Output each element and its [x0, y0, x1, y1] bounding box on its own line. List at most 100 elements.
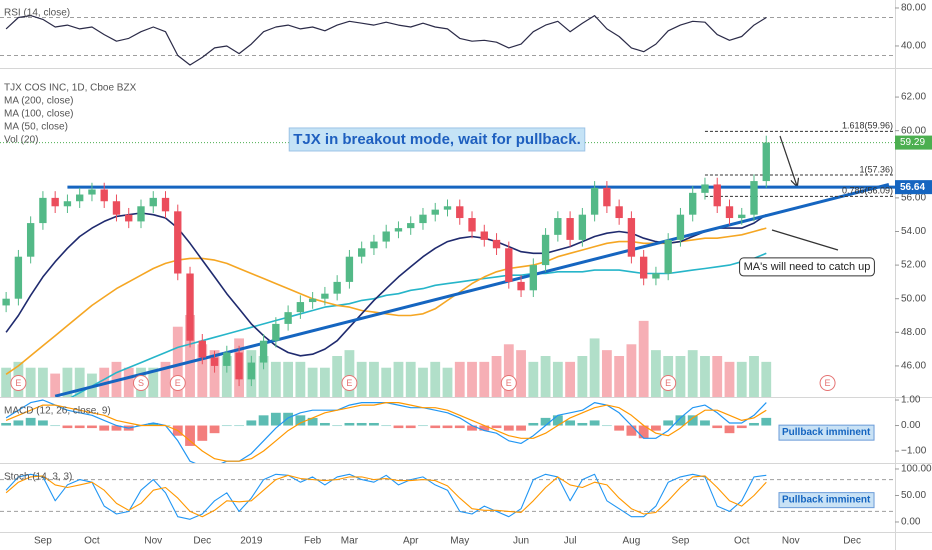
event-label: E	[15, 378, 21, 388]
volume-bar	[270, 361, 281, 397]
y-tick-label: 40.00	[901, 41, 926, 52]
x-tick-label: Oct	[734, 536, 750, 547]
arrow	[779, 135, 797, 186]
y-tick-label: 100.00	[901, 464, 932, 475]
volume-bar	[700, 356, 710, 397]
candle-body	[738, 214, 746, 219]
histogram-bar	[601, 425, 612, 427]
histogram-bar	[552, 415, 563, 426]
candle-body	[149, 197, 157, 207]
histogram-bar	[405, 425, 416, 429]
x-tick-label: Jun	[513, 536, 529, 547]
histogram-bar	[258, 415, 269, 426]
volume-bar	[540, 356, 551, 397]
volume-bar	[565, 361, 576, 397]
histogram-bar	[13, 420, 24, 426]
histogram-bar	[687, 415, 698, 426]
annotation: TJX in breakout mode, wait for pullback.	[293, 131, 581, 148]
candle-body	[541, 234, 550, 266]
event-marker	[169, 375, 186, 391]
histogram-bar	[246, 420, 257, 426]
candle-body	[676, 214, 685, 240]
histogram-bar	[614, 425, 625, 431]
y-tick-label: 60.00	[901, 125, 926, 136]
histogram-bar	[736, 425, 747, 429]
volume-bar	[258, 356, 269, 397]
candle-body	[321, 293, 329, 299]
x-tick-label: Sep	[672, 536, 690, 547]
level-tag-label: 56.64	[900, 182, 925, 193]
candle-body	[100, 189, 108, 202]
candle-body	[39, 197, 47, 224]
candle-body	[358, 248, 366, 257]
volume-bar	[283, 361, 294, 397]
histogram-bar	[528, 422, 539, 426]
histogram-bar	[38, 420, 48, 426]
pane	[0, 130, 895, 397]
candle-body	[259, 340, 268, 363]
volume-bar	[589, 338, 600, 397]
candle-body	[137, 206, 145, 222]
candle-body	[296, 302, 305, 313]
event-marker	[500, 375, 517, 391]
y-tick-label: 0.00	[901, 420, 921, 431]
volume-bar	[601, 350, 612, 397]
histogram-bar	[344, 422, 355, 426]
candle-body	[161, 197, 170, 212]
histogram-bar	[454, 425, 465, 429]
candle-body	[701, 184, 709, 193]
legend-entry: MA (50, close)	[4, 122, 68, 133]
volume-bar	[185, 315, 195, 397]
volume-bar	[467, 361, 477, 397]
volume-bar	[712, 356, 723, 397]
price-tag	[895, 135, 932, 150]
histogram-bar	[270, 412, 281, 426]
x-tick-label: 2019	[240, 536, 263, 547]
volume-bar	[319, 367, 330, 397]
annotation: MA's will need to catch up	[744, 261, 871, 273]
event-label: E	[665, 378, 671, 388]
event-marker	[132, 375, 149, 391]
volume-bar	[344, 350, 355, 397]
histogram-bar	[148, 422, 159, 426]
candle-body	[272, 323, 280, 341]
histogram-bar	[295, 415, 306, 426]
candle-body	[615, 206, 623, 219]
candle-body	[468, 218, 476, 232]
histogram-bar	[307, 417, 318, 426]
volume-bar	[221, 356, 232, 397]
candle-body	[125, 214, 133, 222]
event-label: S	[138, 378, 144, 388]
candle-body	[174, 211, 182, 274]
x-tick-label: Nov	[144, 536, 162, 547]
candle-body	[345, 256, 354, 282]
x-tick-label: Sep	[34, 536, 52, 547]
histogram-bar	[111, 425, 122, 431]
candle-body	[639, 256, 648, 279]
volume-bar	[381, 367, 392, 397]
candle-body	[456, 206, 464, 219]
candle-body	[333, 281, 341, 294]
candle-body	[750, 181, 758, 215]
volume-bar	[430, 361, 441, 397]
histogram-bar	[332, 425, 343, 427]
candle-body	[235, 352, 243, 380]
histogram-bar	[712, 425, 723, 429]
candle-body	[223, 352, 231, 366]
histogram-bar	[430, 425, 441, 429]
histogram-bar	[638, 425, 649, 439]
line	[5, 473, 767, 520]
candle-body	[713, 184, 721, 207]
histogram-bar	[749, 422, 759, 426]
candle-body	[26, 223, 35, 257]
histogram-bar	[369, 422, 379, 426]
event-marker	[10, 375, 27, 391]
volume-bar	[50, 373, 61, 397]
volume-bar	[614, 356, 625, 397]
volume-bar	[687, 350, 698, 397]
volume-bar	[369, 361, 379, 397]
candle-body	[664, 239, 672, 274]
histogram-bar	[491, 425, 502, 429]
volume-bar	[577, 356, 588, 397]
candle-body	[419, 214, 427, 224]
